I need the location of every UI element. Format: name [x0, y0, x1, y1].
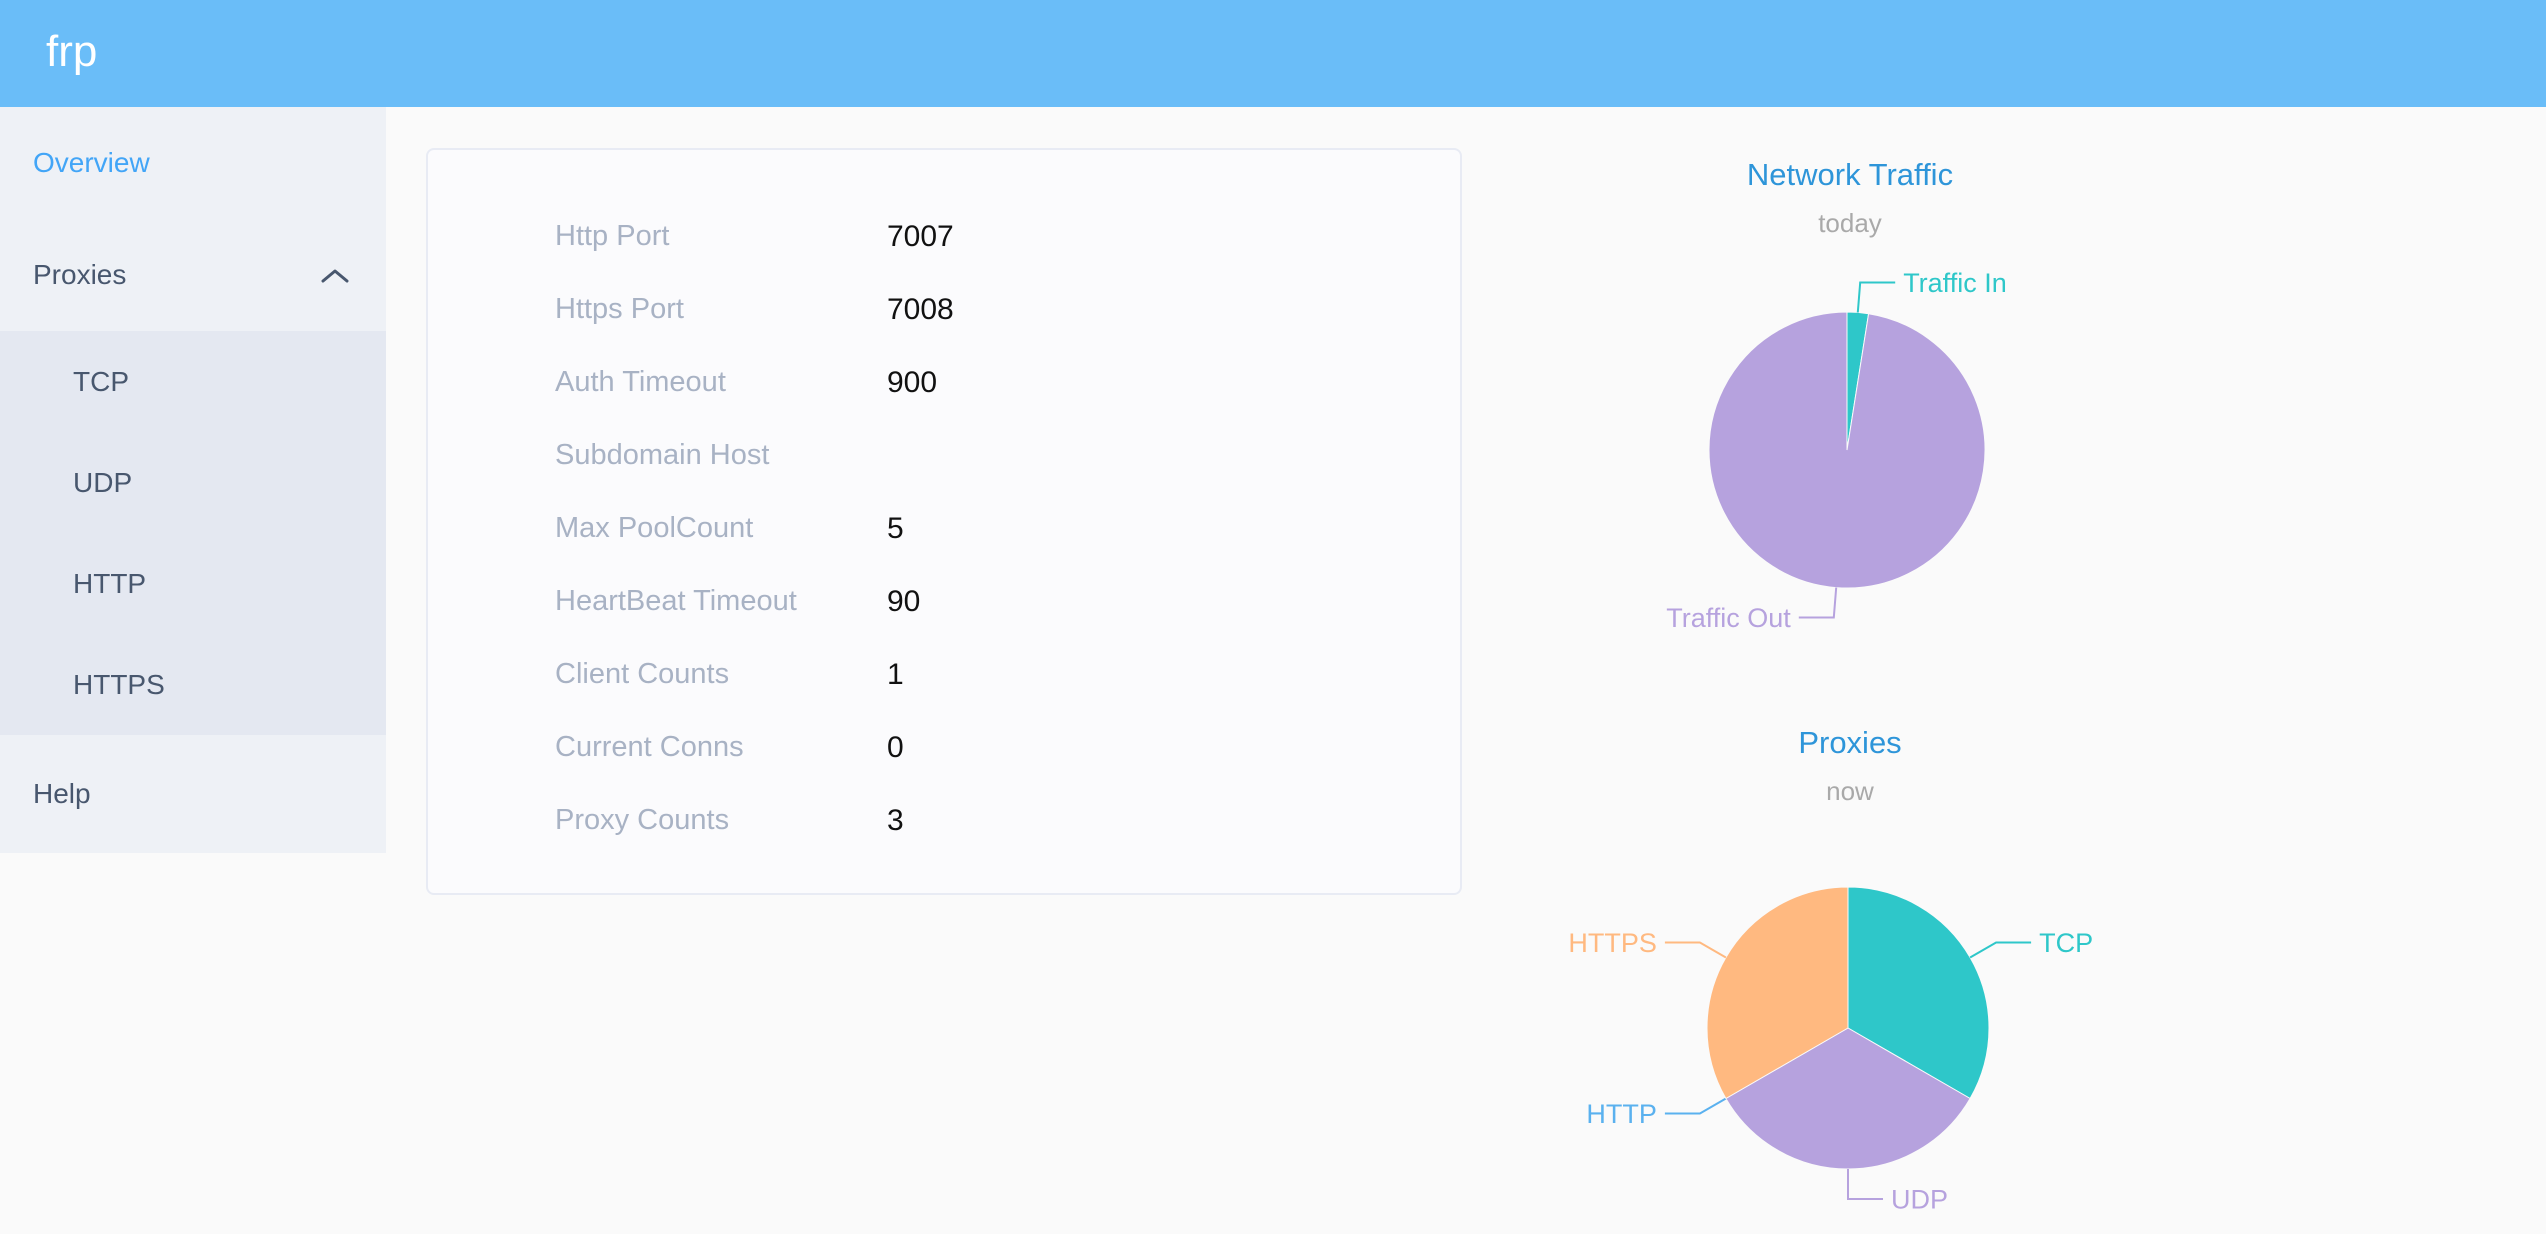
sidebar-item-label: Proxies	[33, 259, 127, 290]
sidebar-item-udp[interactable]: UDP	[0, 432, 386, 533]
sidebar-item-label: HTTP	[73, 568, 147, 599]
config-label: Http Port	[555, 220, 670, 252]
proxies-chart: TCP UDP HTTP HTTPS Proxies now	[1500, 688, 2200, 1234]
sidebar-item-proxies[interactable]: Proxies	[0, 219, 386, 331]
pie-label-http: HTTP	[1586, 1099, 1657, 1129]
config-row: Current Conns 0	[428, 711, 1460, 784]
config-value: 7008	[887, 292, 954, 326]
config-label: HeartBeat Timeout	[555, 585, 797, 617]
config-label: Auth Timeout	[555, 366, 726, 398]
app-header: frp	[0, 0, 2546, 107]
pie-label-traffic-in: Traffic In	[1903, 268, 2007, 298]
pie-label-line-https	[1664, 941, 1727, 959]
config-value: 0	[887, 730, 904, 764]
config-value: 1	[887, 657, 904, 691]
config-row: Subdomain Host	[428, 419, 1460, 492]
config-label: Client Counts	[555, 658, 730, 690]
pie-label-https: HTTPS	[1568, 928, 1657, 958]
pie-label-line-traffic-in	[1856, 281, 1896, 313]
chevron-up-icon	[321, 269, 349, 283]
pie-label-traffic-out: Traffic Out	[1666, 603, 1791, 633]
pie-label-tcp: TCP	[2039, 928, 2093, 958]
config-label: Max PoolCount	[555, 512, 754, 544]
config-row: Auth Timeout 900	[428, 346, 1460, 419]
sidebar-item-overview[interactable]: Overview	[0, 107, 386, 219]
config-label: Subdomain Host	[555, 439, 770, 471]
config-row: HeartBeat Timeout 90	[428, 565, 1460, 638]
chart-title: Proxies	[1798, 725, 1902, 760]
config-row: Http Port 7007	[428, 200, 1460, 273]
config-row: Max PoolCount 5	[428, 492, 1460, 565]
pie-label-line-http	[1664, 1097, 1727, 1115]
config-value: 900	[887, 365, 938, 399]
server-config-card: Http Port 7007 Https Port 7008 Auth Time…	[426, 148, 1462, 895]
pie-label-line-udp	[1847, 1169, 1883, 1200]
network-traffic-pie[interactable]: Traffic In Traffic Out	[1500, 120, 2200, 695]
chart-subtitle: today	[1818, 208, 1882, 238]
pie-label-line-traffic-out	[1798, 587, 1838, 619]
sidebar-item-label: UDP	[73, 467, 133, 498]
pie-slice-traffic-out[interactable]	[1708, 311, 1986, 589]
config-value: 5	[887, 511, 904, 545]
pie-label-udp: UDP	[1891, 1185, 1948, 1215]
sidebar-item-label: HTTPS	[73, 669, 165, 700]
network-traffic-chart: Traffic In Traffic Out Network Traffic to…	[1500, 120, 2200, 695]
sidebar-item-help[interactable]: Help	[0, 735, 386, 853]
config-label: Current Conns	[555, 731, 744, 763]
config-label: Https Port	[555, 293, 684, 325]
config-row: Client Counts 1	[428, 638, 1460, 711]
sidebar-item-label: Help	[33, 778, 91, 809]
app-logo: frp	[46, 27, 98, 76]
sidebar-item-label: TCP	[73, 366, 129, 397]
proxies-pie[interactable]: TCP UDP HTTP HTTPS	[1500, 688, 2200, 1234]
config-value: 3	[887, 803, 904, 837]
sidebar-item-http[interactable]: HTTP	[0, 533, 386, 634]
sidebar-item-label: Overview	[33, 147, 150, 178]
sidebar-item-tcp[interactable]: TCP	[0, 331, 386, 432]
proxies-submenu: TCP UDP HTTP HTTPS	[0, 331, 386, 735]
pie-label-line-tcp	[1969, 941, 2032, 959]
sidebar: Overview Proxies TCP UDP HTTP HTTPS Help	[0, 107, 386, 853]
config-row: Proxy Counts 3	[428, 784, 1460, 857]
config-value: 90	[887, 584, 921, 618]
sidebar-item-https[interactable]: HTTPS	[0, 634, 386, 735]
chart-title: Network Traffic	[1746, 157, 1954, 192]
config-label: Proxy Counts	[555, 804, 730, 836]
config-row: Https Port 7008	[428, 273, 1460, 346]
config-value: 7007	[887, 219, 954, 253]
chart-subtitle: now	[1826, 776, 1874, 806]
